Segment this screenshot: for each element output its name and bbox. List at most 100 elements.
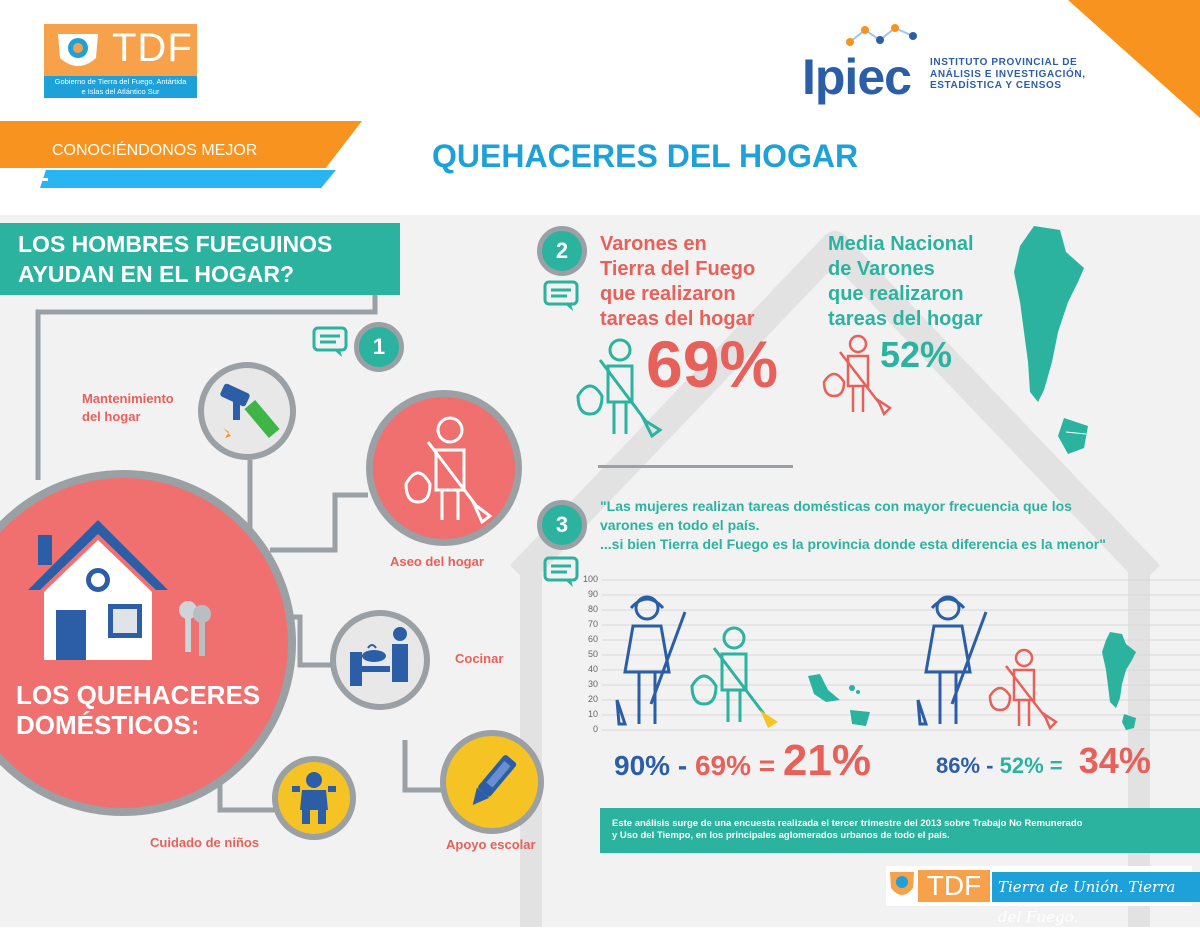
quote-line: varones en todo el país. — [600, 517, 760, 533]
women-national-value: 86% — [936, 753, 981, 778]
banner-blue — [40, 170, 336, 188]
stat-national-line: de Varones — [828, 258, 935, 280]
tdf-caption-line: Gobierno de Tierra del Fuego, Antártida — [54, 77, 187, 86]
tierra-del-fuego-map-icon — [808, 674, 870, 726]
equals-sign: = — [1049, 753, 1063, 778]
y-tick-label: 0 — [592, 724, 598, 734]
step-number-3: 3 — [537, 500, 587, 550]
task-label-cocinar: Cocinar — [455, 651, 504, 666]
task-label-line: Mantenimiento — [82, 391, 174, 406]
stat-tdf-line: tareas del hogar — [600, 308, 755, 330]
tdf-logo-text: TDF — [112, 26, 193, 70]
diff-national-value: 34% — [1078, 740, 1151, 781]
hub-label-line: DOMÉSTICOS: — [16, 710, 200, 740]
question-line: LOS HOMBRES FUEGUINOS — [18, 231, 333, 257]
task-label-line: del hogar — [82, 409, 141, 424]
argentina-map-icon — [1014, 226, 1088, 454]
question-box — [0, 223, 400, 295]
stat-tdf-line: que realizaron — [600, 283, 736, 305]
question-line: AYUDAN EN EL HOGAR? — [18, 261, 295, 287]
y-tick-label: 60 — [587, 634, 598, 644]
woman-cleaning-icon — [615, 595, 687, 726]
y-tick-label: 70 — [587, 619, 598, 629]
man-cleaning-icon — [576, 338, 663, 438]
question-heading: LOS HOMBRES FUEGUINOS AYUDAN EN EL HOGAR… — [18, 229, 332, 289]
ipiec-line: INSTITUTO PROVINCIAL DE — [930, 57, 1078, 68]
ipiec-line: ANÁLISIS E INVESTIGACIÓN, — [930, 68, 1086, 80]
y-tick-label: 10 — [587, 709, 598, 719]
keys-icon — [179, 601, 211, 656]
task-label-apoyo: Apoyo escolar — [446, 837, 536, 852]
task-label-mantenimiento: Mantenimiento del hogar — [82, 390, 174, 426]
note-line: Este análisis surge de una encuesta real… — [612, 818, 1083, 829]
task-label-cuidado: Cuidado de niños — [150, 835, 260, 850]
man-cleaning-icon — [404, 416, 493, 524]
man-cleaning-icon — [690, 626, 778, 728]
hub-label: LOS QUEHACERES DOMÉSTICOS: — [16, 680, 260, 740]
y-axis: 100 90 80 70 60 50 40 30 20 10 0 — [580, 574, 602, 740]
ipiec-line: ESTADÍSTICA Y CENSOS — [930, 80, 1062, 91]
step-number-2: 2 — [537, 226, 587, 276]
crest-icon — [890, 872, 914, 895]
hammer-icon — [220, 383, 280, 439]
y-tick-label: 100 — [582, 574, 598, 584]
banner-dash — [34, 178, 48, 181]
footer-tdf-logo: TDF — [918, 870, 990, 902]
banner-label: CONOCIÉNDONOS MEJOR — [52, 142, 258, 159]
crest-icon — [58, 34, 98, 66]
pen-icon — [472, 755, 517, 805]
y-tick-label: 40 — [587, 664, 598, 674]
man-cleaning-icon — [822, 334, 892, 416]
quote-text: "Las mujeres realizan tareas domésticas … — [600, 497, 1106, 554]
minus-sign: - — [677, 750, 688, 781]
y-tick-label: 20 — [587, 694, 598, 704]
man-cleaning-icon — [988, 648, 1058, 730]
chat-icon — [312, 326, 348, 357]
comparison-national: 86% - 52% = 34% — [936, 740, 1151, 782]
y-tick-label: 90 — [587, 589, 598, 599]
ipiec-subtitle: INSTITUTO PROVINCIAL DE ANÁLISIS E INVES… — [930, 57, 1086, 92]
stat-national-line: que realizaron — [828, 283, 964, 305]
men-tdf-value: 69% — [694, 750, 751, 781]
minus-sign: - — [986, 753, 994, 778]
stat-tdf-heading: Varones en Tierra del Fuego que realizar… — [600, 232, 755, 332]
hub-label-line: LOS QUEHACERES — [16, 680, 261, 710]
house-icon — [28, 520, 168, 660]
stat-tdf-line: Tierra del Fuego — [600, 258, 756, 280]
diff-tdf-value: 21% — [782, 736, 871, 785]
tdf-caption-line: e Islas del Atlántico Sur — [81, 87, 160, 96]
baby-icon — [292, 772, 336, 824]
y-tick-label: 30 — [587, 679, 598, 689]
chart-gridlines — [602, 579, 1200, 731]
step-number-1: 1 — [354, 322, 404, 372]
divider — [598, 465, 793, 468]
stat-national-line: Media Nacional — [828, 233, 974, 255]
source-note: Este análisis surge de una encuesta real… — [600, 808, 1200, 853]
chat-icon — [543, 556, 579, 587]
stat-tdf-value: 69% — [646, 327, 779, 401]
stat-tdf-line: Varones en — [600, 233, 707, 255]
ipiec-logo-text: Ipiec — [802, 49, 912, 105]
woman-cleaning-icon — [916, 595, 988, 726]
y-tick-label: 80 — [587, 604, 598, 614]
page-title: QUEHACERES DEL HOGAR — [432, 138, 859, 174]
stat-national-value: 52% — [880, 334, 953, 375]
comparison-tdf: 90% - 69% = 21% — [614, 736, 871, 786]
note-line: y Uso del Tiempo, en los principales agl… — [612, 830, 950, 841]
stat-national-line: tareas del hogar — [828, 308, 983, 330]
corner-decoration — [1068, 0, 1200, 118]
men-national-value: 52% — [999, 753, 1044, 778]
y-tick-label: 50 — [587, 649, 598, 659]
argentina-map-icon — [1102, 632, 1136, 730]
cooking-icon — [350, 627, 408, 686]
tdf-logo-caption: Gobierno de Tierra del Fuego, Antártida … — [44, 76, 197, 98]
quote-line: "Las mujeres realizan tareas domésticas … — [600, 498, 1072, 514]
women-tdf-value: 90% — [614, 750, 671, 781]
banner-orange — [0, 121, 362, 168]
task-label-aseo: Aseo del hogar — [390, 554, 484, 569]
footer-slogan: Tierra de Unión. Tierra del Fuego. — [992, 872, 1200, 926]
equals-sign: = — [758, 750, 776, 781]
quote-line: ...si bien Tierra del Fuego es la provin… — [600, 536, 1106, 552]
chat-icon — [543, 280, 579, 311]
network-icon — [846, 24, 917, 46]
